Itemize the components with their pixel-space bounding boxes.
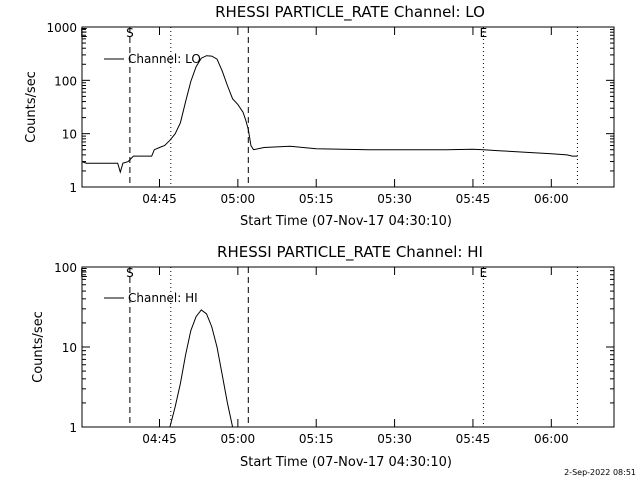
lo-legend-label: Channel: LO: [128, 52, 201, 66]
hi-x-tick-label: 05:30: [377, 432, 412, 446]
lo-chart-title: RHESSI PARTICLE_RATE Channel: LO: [215, 3, 485, 22]
lo-y-axis-label: Counts/sec: [24, 71, 39, 143]
lo-x-tick-label: 05:00: [221, 192, 256, 206]
lo-x-tick-label: 05:15: [299, 192, 334, 206]
hi-chart-title: RHESSI PARTICLE_RATE Channel: HI: [217, 243, 483, 262]
hi-channel-panel: RHESSI PARTICLE_RATE Channel: HI Counts/…: [31, 243, 615, 470]
lo-y-tick-label: 1000: [46, 21, 77, 35]
hi-marker-label: S: [126, 266, 134, 280]
lo-series-line: [81, 55, 578, 174]
lo-x-tick-label: 05:45: [456, 192, 491, 206]
hi-y-ticks: 1 10 100: [54, 261, 614, 435]
lo-marker-label: S: [126, 26, 134, 40]
hi-x-tick-label: 05:45: [456, 432, 491, 446]
lo-x-ticks: 04:45 05:00 05:15 05:30 05:45 06:00: [142, 27, 569, 206]
lo-marker-label: E: [80, 26, 88, 40]
hi-y-axis-label: Counts/sec: [31, 311, 46, 383]
lo-plot-frame: [81, 26, 615, 188]
hi-x-tick-label: 05:15: [299, 432, 334, 446]
lo-x-tick-label: 04:45: [142, 192, 177, 206]
lo-series-layer: [81, 55, 578, 174]
hi-x-tick-label: 06:00: [534, 432, 569, 446]
lo-marker-label: E: [480, 26, 488, 40]
lo-channel-panel: RHESSI PARTICLE_RATE Channel: LO Counts/…: [24, 3, 615, 229]
hi-marker-label: E: [80, 266, 88, 280]
lo-y-tick-label: 100: [54, 74, 77, 88]
hi-legend-label: Channel: HI: [128, 291, 198, 305]
hi-series-line: [169, 309, 234, 428]
lo-y-tick-label: 10: [62, 128, 77, 142]
lo-x-axis-label: Start Time (07-Nov-17 04:30:10): [240, 214, 452, 229]
hi-x-tick-label: 04:45: [142, 432, 177, 446]
lo-y-tick-label: 1: [69, 181, 77, 195]
hi-marker-label: E: [480, 266, 488, 280]
hi-y-tick-label: 1: [69, 421, 77, 435]
lo-y-ticks: 1 10 100 1000: [46, 21, 614, 195]
hi-legend: Channel: HI: [104, 291, 198, 305]
footer-timestamp: 2-Sep-2022 08:51: [564, 468, 636, 477]
hi-x-axis-label: Start Time (07-Nov-17 04:30:10): [240, 455, 452, 470]
hi-x-tick-label: 05:00: [221, 432, 256, 446]
lo-x-tick-label: 06:00: [534, 192, 569, 206]
lo-legend: Channel: LO: [104, 52, 201, 66]
hi-x-ticks: 04:45 05:00 05:15 05:30 05:45 06:00: [142, 267, 569, 446]
lo-x-tick-label: 05:30: [377, 192, 412, 206]
hi-y-tick-label: 10: [62, 341, 77, 355]
hi-series-layer: [169, 309, 234, 428]
hi-y-tick-label: 100: [54, 261, 77, 275]
